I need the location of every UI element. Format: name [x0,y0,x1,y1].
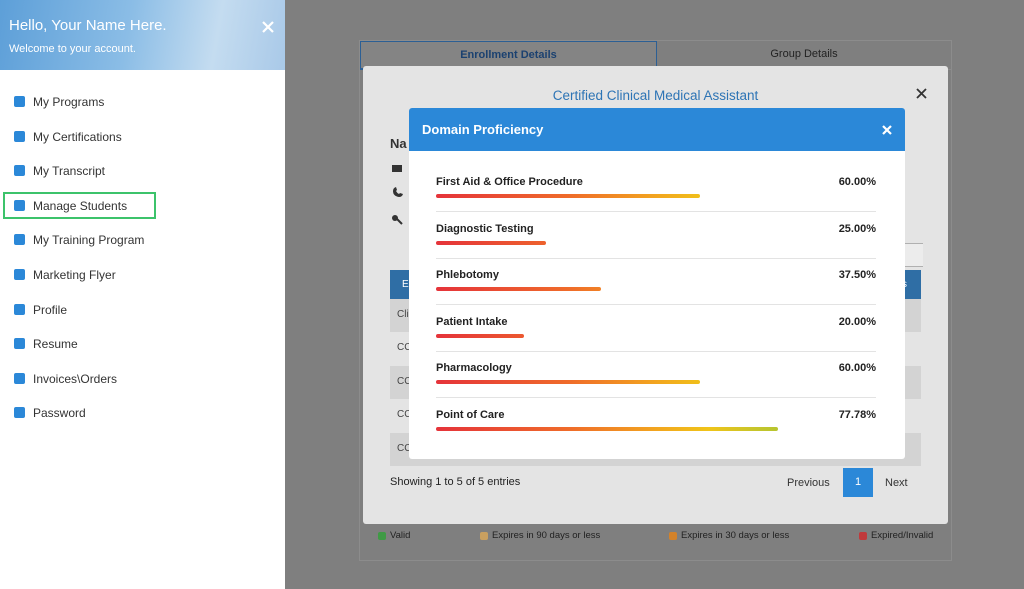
menu-label: My Transcript [33,164,106,179]
menu-icon [14,165,25,177]
table-cell: CC [397,409,412,421]
proficiency-bar [436,287,601,291]
proficiency-bar [436,333,524,338]
menu-label: Manage Students [33,198,128,213]
course-title: Certified Clinical Medical Assistant [552,88,759,103]
tab-label: Group Details [770,48,838,60]
legend-label: Expired/Invalid [871,530,934,541]
separator [436,257,876,259]
domain-percent: 60.00% [838,362,876,374]
menu-item[interactable]: Invoices\Orders [0,369,285,389]
page-number: 1 [854,476,862,488]
domain-name: Pharmacology [436,362,512,374]
menu-item[interactable]: My Training Program [0,230,285,250]
menu-icon [14,338,25,350]
menu-label: Marketing Flyer [33,268,116,282]
menu-item[interactable]: My Certifications [0,127,285,147]
proficiency-bar [436,426,779,431]
proficiency-bar [436,240,546,245]
course-close[interactable] [916,88,927,99]
legend-label: Valid [390,530,411,541]
greeting: Hello, Your Name Here. [9,17,167,34]
legend-swatch [480,532,488,540]
sidebar-close[interactable] [262,21,274,33]
menu-label: Resume [33,337,78,352]
separator [436,397,876,398]
menu-item[interactable]: Password [0,403,285,423]
menu-icon [14,199,25,211]
table-cell: CC [397,342,412,354]
menu-label: Invoices\Orders [33,371,118,386]
legend-swatch [378,532,386,540]
proficiency-title: Domain Proficiency [422,122,544,137]
menu-icon [14,96,25,107]
menu-highlight [3,192,156,219]
domain-name: Phlebotomy [436,269,499,281]
domain-percent: 77.78% [838,408,876,421]
menu-icon [14,269,25,280]
domain-name: First Aid & Office Procedure [436,176,583,188]
domain-percent: 25.00% [838,222,876,235]
domain-name: Diagnostic Testing [436,222,534,235]
legend-label: Expires in 90 days or less [492,530,601,541]
entries-info: Showing 1 to 5 of 5 entries [390,476,521,488]
name-fragment: Na [390,136,407,151]
menu-label: Password [33,406,86,421]
legend-label: Expires in 30 days or less [681,530,790,541]
menu-label: My Certifications [33,129,122,144]
table-cell: Cli [397,309,409,320]
proficiency-modal: Domain Proficiency First Aid & Office Pr… [409,108,905,459]
proficiency-header: Domain Proficiency [409,108,905,151]
separator [436,350,876,352]
menu-icon [14,372,25,384]
domain-percent: 60.00% [838,176,876,188]
domain-percent: 20.00% [838,315,876,328]
table-header-cell: E [402,279,409,290]
proficiency-bar [436,380,700,384]
menu-icon [14,130,25,142]
separator [436,304,876,305]
sidebar-header: Hello, Your Name Here. Welcome to your a… [0,0,285,70]
menu-icon [14,303,25,315]
tab-label: Enrollment Details [460,49,557,61]
domain-percent: 37.50% [838,269,876,281]
menu-item[interactable]: Profile [0,300,285,320]
menu-label: My Training Program [33,233,145,248]
menu-item[interactable]: Resume [0,334,285,354]
pagination-next[interactable]: Next [885,477,908,489]
domain-name: Patient Intake [436,315,508,328]
pagination-current[interactable]: 1 [843,468,873,497]
welcome: Welcome to your account. [9,43,136,55]
menu-item[interactable]: My Programs [0,92,285,112]
contact-icons [392,165,403,225]
domain-name: Point of Care [436,408,505,421]
menu-icon [14,407,25,419]
proficiency-close[interactable] [882,125,892,135]
pagination-previous[interactable]: Previous [787,477,830,489]
sidebar: Hello, Your Name Here. Welcome to your a… [0,0,285,589]
menu-item[interactable]: Marketing Flyer [0,265,285,285]
table-cell: CC [397,375,412,387]
menu-icon [14,234,25,246]
menu-item[interactable]: Manage Students [0,196,285,216]
background-panel: Enrollment Details Group Details Valid Ex… [359,40,952,561]
legend: Valid Expires in 90 days or less Expires i… [360,529,953,549]
menu-label: Profile [33,302,68,317]
legend-swatch [859,532,867,540]
menu-item[interactable]: My Transcript [0,161,285,181]
table-cell: CC [397,442,412,454]
proficiency-bar [436,194,700,198]
separator [436,211,876,212]
legend-swatch [669,532,677,540]
menu-label: My Programs [33,95,105,109]
